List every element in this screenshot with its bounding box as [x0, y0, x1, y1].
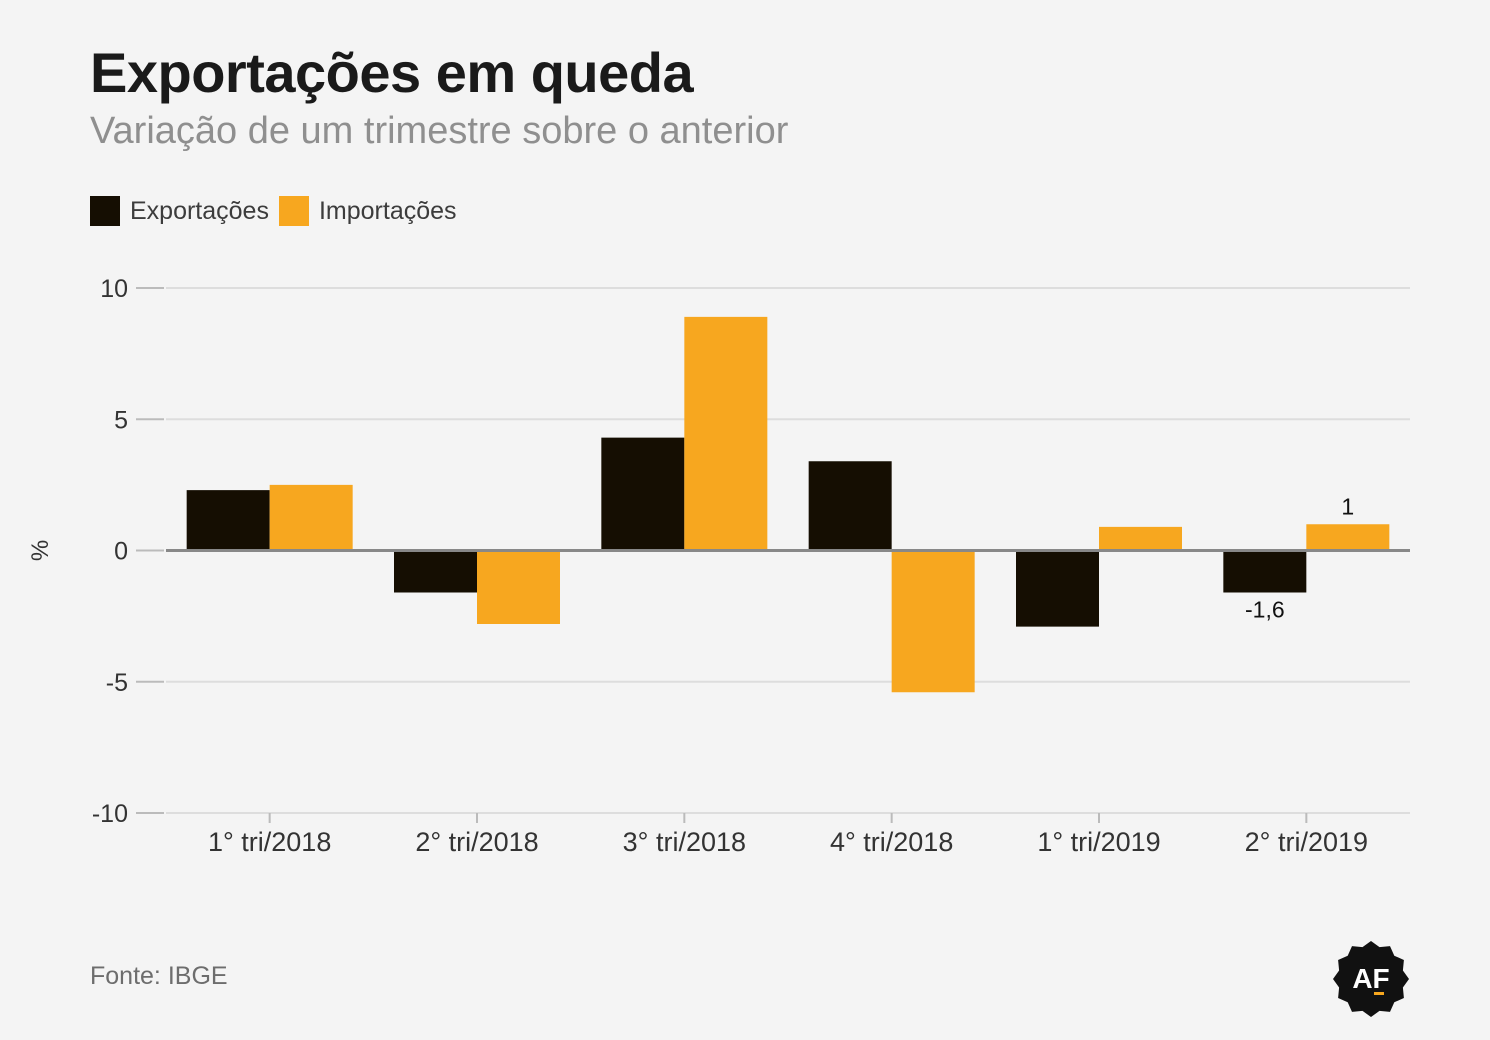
x-tick-label: 4° tri/2018 — [830, 827, 953, 857]
bar-importacoes — [891, 550, 975, 693]
data-label: 1 — [1341, 493, 1354, 519]
legend-item-importacoes: Importações — [278, 196, 457, 226]
x-tick-label: 2° tri/2018 — [415, 827, 538, 857]
data-label: -1,6 — [1245, 597, 1285, 623]
bar-exportacoes — [1016, 550, 1099, 627]
chart-subtitle: Variação de um trimestre sobre o anterio… — [90, 110, 789, 152]
legend-label-exportacoes: Exportações — [130, 196, 269, 225]
x-tick-label: 1° tri/2019 — [1037, 827, 1160, 857]
bar-exportacoes — [186, 490, 270, 551]
legend-label-importacoes: Importações — [318, 196, 457, 225]
bar-exportacoes — [601, 437, 685, 551]
bar-exportacoes — [394, 550, 477, 593]
y-tick-label: 5 — [114, 406, 128, 434]
chart-title: Exportações em queda — [90, 41, 694, 104]
af-logo: AF — [1332, 940, 1410, 1018]
bar-exportacoes — [808, 461, 892, 551]
logo-badge-icon — [1333, 941, 1409, 1017]
x-tick-label: 1° tri/2018 — [208, 827, 331, 857]
y-tick-label: -5 — [106, 669, 128, 697]
bar-importacoes — [684, 316, 768, 551]
legend-swatch-exportacoes — [90, 196, 120, 226]
y-tick-label: 10 — [100, 275, 128, 303]
chart-legend: Exportações Importações — [90, 196, 467, 226]
logo-text: AF — [1352, 963, 1390, 994]
bar-exportacoes — [1223, 550, 1307, 593]
legend-swatch-importacoes — [278, 196, 309, 226]
legend-item-exportacoes: Exportações — [90, 196, 269, 226]
bar-importacoes — [1306, 524, 1390, 551]
bar-importacoes — [477, 550, 560, 624]
y-tick-label: 0 — [114, 538, 128, 566]
y-axis-label: % — [27, 540, 54, 561]
bar-importacoes — [269, 484, 353, 551]
x-tick-label: 3° tri/2018 — [623, 827, 746, 857]
bar-importacoes — [1099, 526, 1182, 551]
source-note: Fonte: IBGE — [90, 962, 228, 990]
y-tick-label: -10 — [92, 800, 128, 828]
x-tick-label: 2° tri/2019 — [1245, 827, 1368, 857]
logo-accent — [1374, 992, 1384, 995]
